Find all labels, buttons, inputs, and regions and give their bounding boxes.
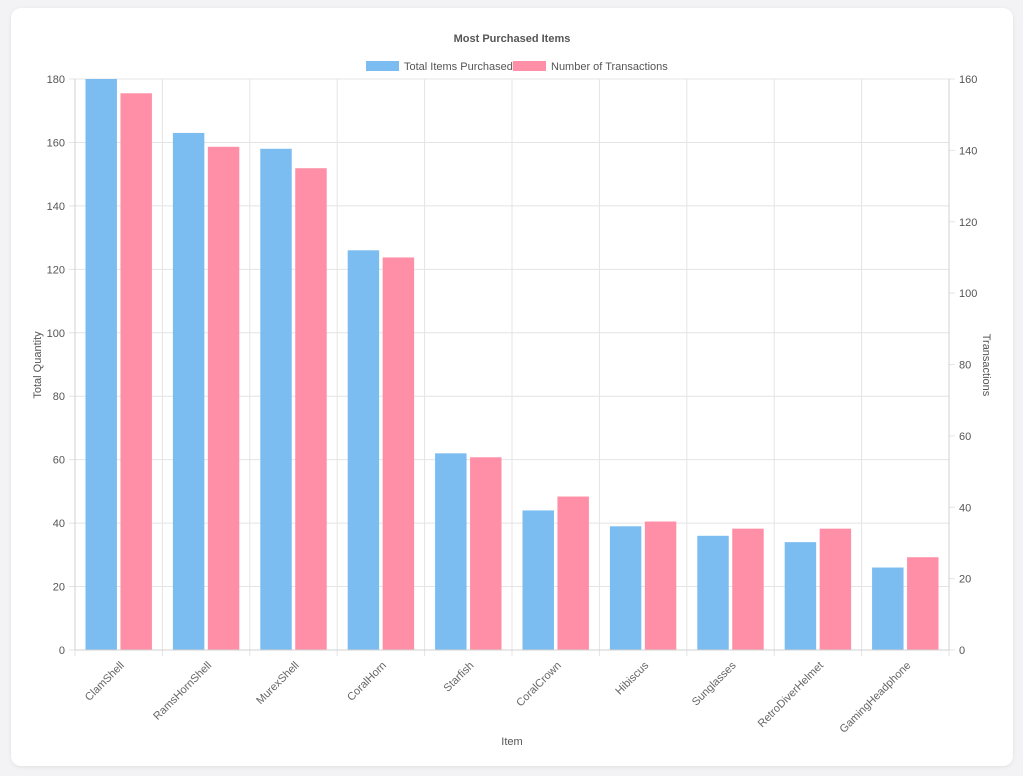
bar-total-items-ramshornshell[interactable] — [172, 132, 205, 650]
legend-item-transactions[interactable]: Number of Transactions — [513, 61, 668, 73]
y-left-tick-label: 60 — [53, 455, 65, 467]
bar-total-items-coralhorn[interactable] — [347, 250, 380, 651]
y-right-tick-label: 40 — [959, 502, 971, 514]
x-axis-title: Item — [501, 736, 522, 748]
x-tick-label: CoralCrown — [514, 660, 564, 710]
y-left-tick-label: 180 — [47, 74, 65, 86]
y-left-tick-label: 120 — [47, 264, 65, 276]
bar-transactions-clamshell[interactable] — [120, 93, 152, 650]
x-tick-label: MurexShell — [254, 660, 301, 707]
bar-transactions-murexshell[interactable] — [295, 168, 327, 650]
legend-swatch-total-items — [366, 61, 399, 71]
y-left-tick-label: 160 — [47, 137, 65, 149]
bar-transactions-coralcrown[interactable] — [557, 496, 589, 650]
bar-total-items-sunglasses[interactable] — [697, 535, 729, 650]
legend-item-total-items[interactable]: Total Items Purchased — [366, 61, 513, 73]
y-right-tick-label: 140 — [959, 145, 977, 157]
x-tick-label: ClamShell — [83, 660, 127, 704]
y-axis-left: 0 20 40 60 80 100 120 140 160 180 — [47, 74, 76, 657]
chart-title: Most Purchased Items — [454, 33, 571, 45]
bar-total-items-hibiscus[interactable] — [609, 526, 642, 650]
x-tick-label: CoralHorn — [345, 660, 389, 704]
y-right-tick-label: 0 — [959, 645, 965, 657]
legend-label-total-items: Total Items Purchased — [404, 61, 513, 73]
x-tick-label: RetroDiverHelmet — [756, 660, 826, 730]
bar-total-items-starfish[interactable] — [435, 453, 467, 650]
bars — [85, 79, 939, 651]
y-right-tick-label: 120 — [959, 217, 977, 229]
bar-total-items-clamshell[interactable] — [85, 79, 117, 650]
y-left-tick-label: 80 — [53, 391, 65, 403]
x-axis: ClamShell RamsHornShell MurexShell CoralHor… — [75, 649, 949, 736]
y-left-tick-label: 140 — [47, 201, 65, 213]
bar-transactions-hibiscus[interactable] — [644, 521, 677, 650]
x-tick-label: Sunglasses — [690, 659, 739, 708]
x-tick-label: RamsHornShell — [151, 660, 214, 723]
y-right-tick-label: 100 — [959, 288, 977, 300]
y-right-tick-label: 160 — [959, 74, 977, 86]
legend-swatch-transactions — [513, 61, 546, 71]
y-axis-left-title: Total Quantity — [32, 331, 44, 399]
y-left-tick-label: 100 — [47, 328, 65, 340]
bar-transactions-starfish[interactable] — [470, 457, 502, 650]
bar-transactions-retrodiverhelmet[interactable] — [819, 528, 852, 650]
y-axis-right-title: Transactions — [980, 334, 992, 397]
y-left-tick-label: 0 — [59, 645, 65, 657]
y-left-tick-label: 40 — [53, 518, 65, 530]
y-right-tick-label: 80 — [959, 360, 971, 372]
y-right-tick-label: 20 — [959, 574, 971, 586]
y-right-tick-label: 60 — [959, 431, 971, 443]
bar-total-items-murexshell[interactable] — [260, 148, 292, 651]
bar-transactions-gamingheadphone[interactable] — [907, 557, 939, 650]
bar-transactions-coralhorn[interactable] — [382, 257, 415, 650]
y-left-tick-label: 20 — [53, 582, 65, 594]
x-tick-label: Hibiscus — [613, 659, 651, 697]
legend[interactable]: Total Items Purchased Number of Transact… — [366, 61, 668, 73]
bar-total-items-coralcrown[interactable] — [522, 510, 554, 650]
y-axis-right: 0 20 40 60 80 100 120 140 160 — [948, 74, 977, 657]
x-tick-label: Starfish — [442, 660, 477, 695]
bar-transactions-sunglasses[interactable] — [732, 528, 764, 650]
bar-total-items-retrodiverhelmet[interactable] — [784, 542, 817, 650]
legend-label-transactions: Number of Transactions — [551, 61, 668, 73]
bar-total-items-gamingheadphone[interactable] — [872, 567, 904, 650]
bar-transactions-ramshornshell[interactable] — [207, 146, 240, 650]
x-tick-label: GamingHeadphone — [837, 660, 913, 736]
